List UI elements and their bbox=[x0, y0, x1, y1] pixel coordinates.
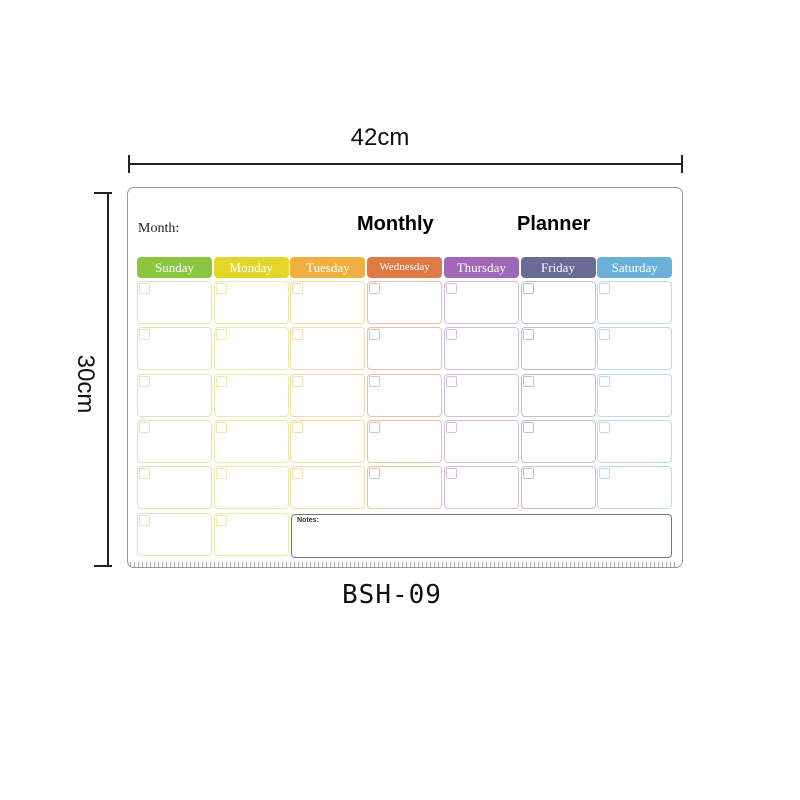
day-header-friday: Friday bbox=[520, 257, 596, 278]
day-cell[interactable] bbox=[290, 281, 366, 324]
day-cell[interactable] bbox=[520, 327, 596, 371]
day-cell[interactable] bbox=[367, 281, 443, 324]
day-cell[interactable] bbox=[290, 327, 366, 371]
dimension-tick bbox=[681, 155, 683, 173]
notes-box[interactable]: Notes: bbox=[291, 514, 672, 558]
day-cell[interactable] bbox=[137, 281, 212, 324]
date-box[interactable] bbox=[445, 329, 457, 341]
date-box[interactable] bbox=[599, 468, 611, 480]
date-box[interactable] bbox=[522, 283, 534, 294]
height-label: 30cm bbox=[72, 354, 99, 414]
date-box[interactable] bbox=[522, 329, 534, 341]
day-cell[interactable] bbox=[137, 373, 212, 417]
date-box[interactable] bbox=[292, 421, 304, 433]
day-cell[interactable] bbox=[597, 419, 673, 463]
date-box[interactable] bbox=[369, 468, 381, 480]
day-cell[interactable] bbox=[137, 466, 212, 510]
date-box[interactable] bbox=[139, 468, 150, 480]
day-cell[interactable] bbox=[137, 419, 212, 463]
date-box[interactable] bbox=[215, 375, 227, 387]
day-cell[interactable] bbox=[213, 419, 289, 463]
day-cell[interactable] bbox=[213, 373, 289, 417]
day-cell[interactable] bbox=[137, 512, 212, 556]
day-cell[interactable] bbox=[443, 281, 519, 324]
date-box[interactable] bbox=[215, 283, 227, 294]
day-cell[interactable] bbox=[443, 373, 519, 417]
date-box[interactable] bbox=[292, 283, 304, 294]
dimension-tick bbox=[94, 192, 112, 194]
title-planner: Planner bbox=[517, 213, 591, 235]
day-cell[interactable] bbox=[443, 419, 519, 463]
height-dimension-line bbox=[107, 193, 109, 566]
day-cell[interactable] bbox=[597, 327, 673, 371]
day-cell[interactable] bbox=[520, 281, 596, 324]
date-box[interactable] bbox=[139, 375, 150, 387]
day-header-wednesday: Wednesday bbox=[367, 257, 443, 278]
date-box[interactable] bbox=[139, 421, 150, 433]
day-cell[interactable] bbox=[213, 466, 289, 510]
date-box[interactable] bbox=[445, 468, 457, 480]
date-box[interactable] bbox=[599, 421, 611, 433]
day-cell[interactable] bbox=[367, 419, 443, 463]
date-box[interactable] bbox=[599, 283, 611, 294]
title-monthly: Monthly bbox=[357, 213, 434, 235]
day-cell[interactable] bbox=[290, 419, 366, 463]
model-number: BSH-09 bbox=[342, 580, 442, 610]
day-cell[interactable] bbox=[290, 373, 366, 417]
date-box[interactable] bbox=[599, 329, 611, 341]
day-cell[interactable] bbox=[443, 466, 519, 510]
width-label: 42cm bbox=[350, 124, 410, 151]
date-box[interactable] bbox=[215, 514, 227, 526]
day-cell[interactable] bbox=[213, 327, 289, 371]
day-cell[interactable] bbox=[213, 281, 289, 324]
date-box[interactable] bbox=[292, 375, 304, 387]
date-box[interactable] bbox=[369, 283, 381, 294]
day-header-sunday: Sunday bbox=[137, 257, 212, 278]
day-cell[interactable] bbox=[597, 466, 673, 510]
day-cell[interactable] bbox=[367, 327, 443, 371]
day-cell[interactable] bbox=[367, 373, 443, 417]
day-cell[interactable] bbox=[597, 373, 673, 417]
date-box[interactable] bbox=[445, 283, 457, 294]
day-cell[interactable] bbox=[213, 512, 289, 556]
date-box[interactable] bbox=[369, 421, 381, 433]
date-box[interactable] bbox=[215, 329, 227, 341]
day-header-thursday: Thursday bbox=[443, 257, 519, 278]
day-cell[interactable] bbox=[520, 466, 596, 510]
day-cell[interactable] bbox=[520, 419, 596, 463]
date-box[interactable] bbox=[139, 283, 150, 294]
width-dimension-line bbox=[129, 163, 682, 165]
date-box[interactable] bbox=[215, 421, 227, 433]
dimension-tick bbox=[94, 565, 112, 567]
day-cell[interactable] bbox=[367, 466, 443, 510]
dimension-tick bbox=[128, 155, 130, 173]
day-cell[interactable] bbox=[597, 281, 673, 324]
date-box[interactable] bbox=[445, 421, 457, 433]
date-box[interactable] bbox=[522, 468, 534, 480]
day-header-tuesday: Tuesday bbox=[290, 257, 366, 278]
day-cell[interactable] bbox=[137, 327, 212, 371]
date-box[interactable] bbox=[215, 468, 227, 480]
notes-label: Notes: bbox=[297, 517, 319, 524]
date-box[interactable] bbox=[369, 375, 381, 387]
date-box[interactable] bbox=[522, 375, 534, 387]
day-cell[interactable] bbox=[290, 466, 366, 510]
date-box[interactable] bbox=[599, 375, 611, 387]
date-box[interactable] bbox=[139, 514, 150, 526]
ruler-ticks bbox=[130, 562, 678, 567]
date-box[interactable] bbox=[522, 421, 534, 433]
month-label: Month: bbox=[138, 221, 180, 236]
date-box[interactable] bbox=[292, 329, 304, 341]
day-cell[interactable] bbox=[443, 327, 519, 371]
day-header-saturday: Saturday bbox=[597, 257, 673, 278]
date-box[interactable] bbox=[369, 329, 381, 341]
date-box[interactable] bbox=[139, 329, 150, 341]
day-cell[interactable] bbox=[520, 373, 596, 417]
date-box[interactable] bbox=[292, 468, 304, 480]
day-header-monday: Monday bbox=[213, 257, 289, 278]
date-box[interactable] bbox=[445, 375, 457, 387]
